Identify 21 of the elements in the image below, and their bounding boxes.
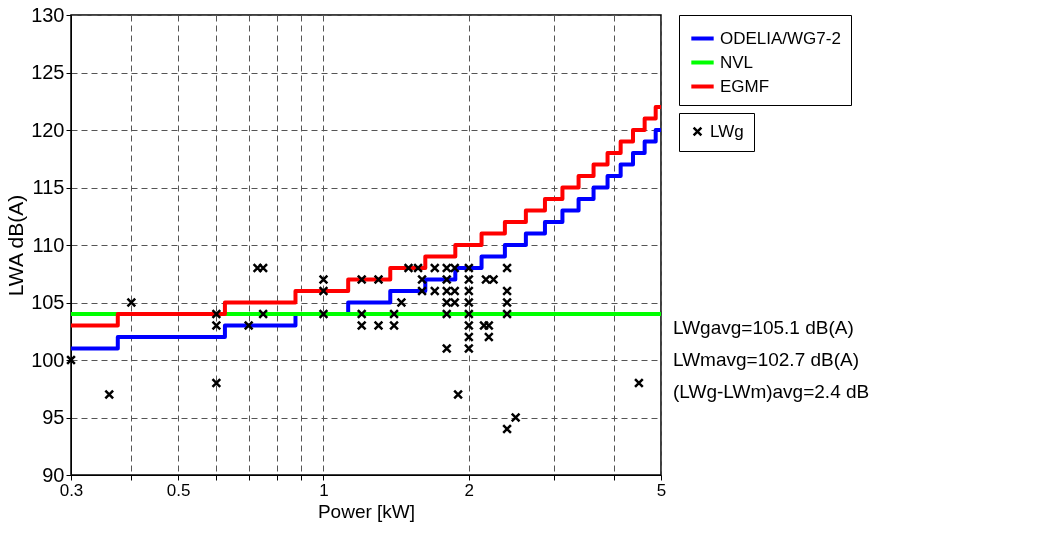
y-axis-title: LWA dB(A) — [4, 194, 28, 297]
x-tick-label: 0.5 — [166, 480, 191, 500]
text: LWmavg=102.7 dB(A) — [673, 348, 860, 370]
y-tick-label: 130 — [31, 3, 65, 26]
y-tick-label: 105 — [31, 291, 65, 313]
y-tick-label: 110 — [32, 233, 65, 256]
y-tick-label: 120 — [31, 118, 65, 141]
x-tick-label: 5 — [656, 480, 667, 500]
x-tick-label: 1 — [319, 480, 329, 500]
y-tick-label: 115 — [32, 176, 65, 198]
text: (LWg-LWm)avg=2.4 dB — [673, 380, 870, 402]
text: LWgavg=105.1 dB(A) — [673, 316, 854, 338]
legend-label: NVL — [720, 52, 754, 72]
y-tick-label: 125 — [31, 61, 65, 83]
y-tick-label: 95 — [42, 406, 65, 428]
legend-label: ODELIA/WG7-2 — [720, 28, 841, 48]
y-tick-label: 100 — [31, 348, 65, 371]
legend-label: LWg — [710, 121, 744, 141]
legend-label: EGMF — [720, 76, 770, 96]
x-tick-label: 2 — [464, 480, 475, 500]
x-axis-title: Power [kW] — [317, 500, 416, 522]
